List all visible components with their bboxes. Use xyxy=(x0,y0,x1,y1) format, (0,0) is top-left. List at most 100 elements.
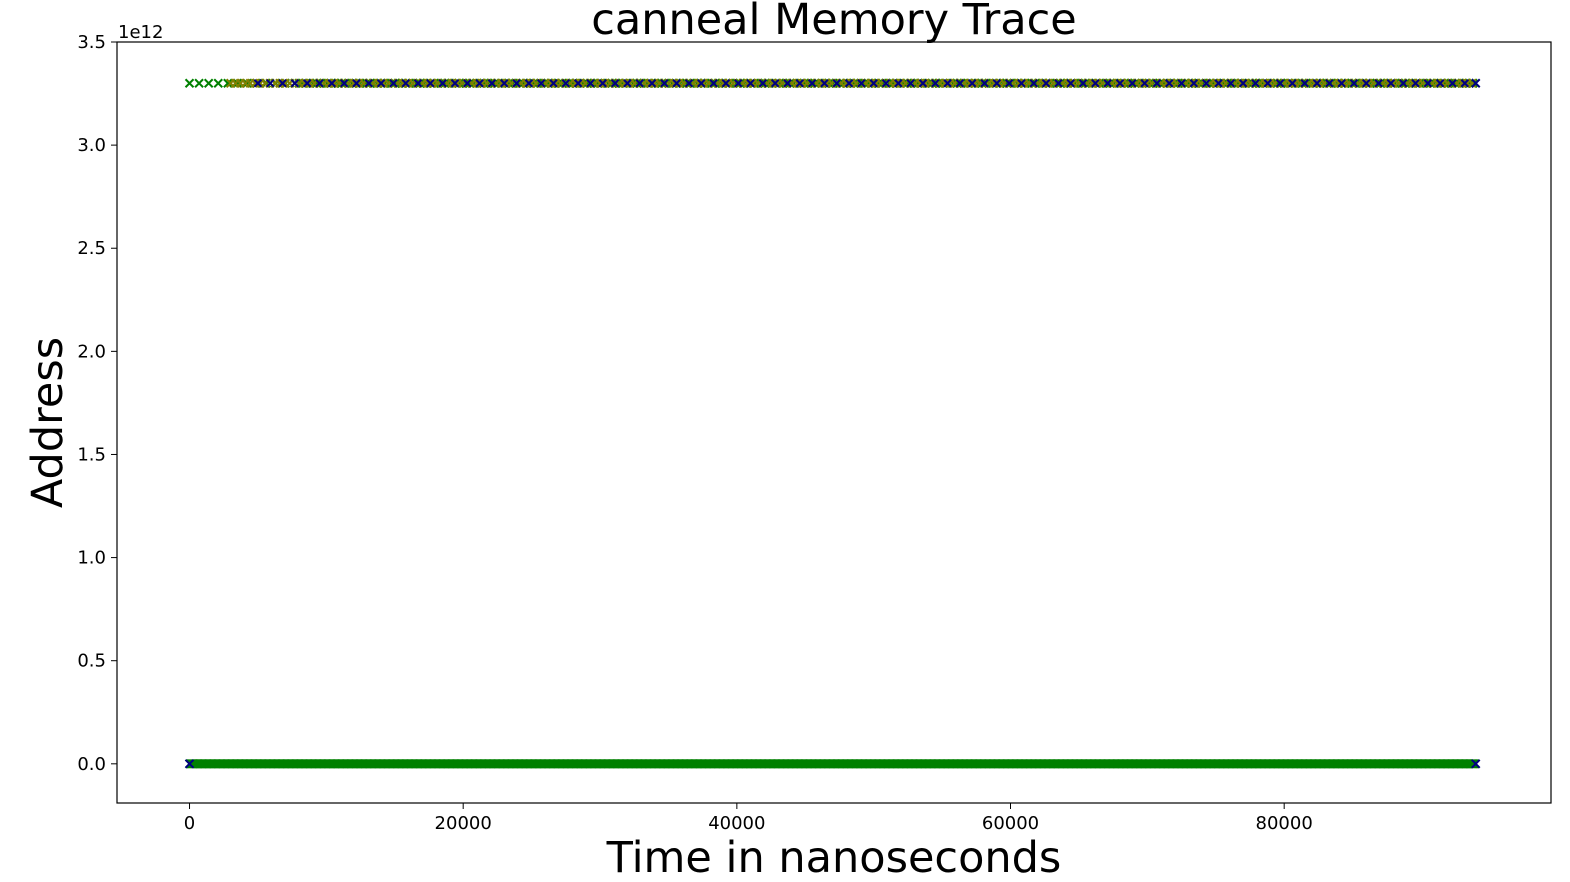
data-point xyxy=(682,78,692,88)
data-point xyxy=(1450,78,1460,88)
data-point xyxy=(1399,79,1408,88)
data-point xyxy=(1091,79,1100,88)
data-point xyxy=(302,79,312,88)
data-point xyxy=(489,78,500,88)
data-point xyxy=(697,79,706,88)
data-point xyxy=(918,79,928,88)
data-point xyxy=(1105,78,1115,88)
x-tick-label: 40000 xyxy=(708,813,765,834)
data-point xyxy=(536,79,546,88)
y-tick-label: 1.0 xyxy=(77,548,106,569)
data-point xyxy=(967,79,977,88)
data-point xyxy=(1140,79,1149,88)
data-point xyxy=(1386,79,1396,88)
data-point xyxy=(832,79,841,88)
data-point xyxy=(463,79,472,88)
data-point xyxy=(1055,78,1066,88)
data-point xyxy=(906,79,915,88)
data-point xyxy=(352,79,361,88)
data-point xyxy=(361,78,372,88)
data-point xyxy=(1471,759,1481,769)
data-point xyxy=(315,79,324,88)
y-tick-label: 3.0 xyxy=(77,135,106,156)
data-point xyxy=(902,78,913,88)
data-point xyxy=(746,79,755,88)
data-point xyxy=(312,78,322,88)
data-point xyxy=(710,78,720,88)
data-point xyxy=(735,78,745,88)
data-point xyxy=(977,78,987,88)
data-point xyxy=(1375,78,1386,88)
chart-title: canneal Memory Trace xyxy=(591,0,1077,45)
data-point xyxy=(734,79,743,88)
data-point xyxy=(1128,79,1137,88)
data-point xyxy=(415,78,425,88)
data-point xyxy=(1300,79,1309,88)
data-point xyxy=(844,79,854,88)
data-point xyxy=(1214,79,1223,88)
data-point xyxy=(184,78,195,88)
data-point xyxy=(561,79,571,88)
data-point xyxy=(795,79,804,88)
data-point xyxy=(390,78,400,88)
data-point xyxy=(931,79,940,88)
data-point xyxy=(943,79,952,88)
data-point xyxy=(1288,79,1297,88)
data-point xyxy=(1177,79,1186,88)
data-point xyxy=(770,79,780,88)
data-point xyxy=(1448,79,1457,88)
data-point xyxy=(1247,78,1258,88)
data-point xyxy=(1325,79,1334,88)
data-point xyxy=(980,79,989,88)
data-point xyxy=(549,79,558,88)
data-point xyxy=(623,79,632,88)
x-tick-label: 20000 xyxy=(435,813,492,834)
data-point xyxy=(1165,79,1174,88)
data-point xyxy=(927,78,937,88)
data-point xyxy=(1362,79,1371,88)
data-point xyxy=(413,79,423,88)
data-point xyxy=(598,79,607,88)
y-axis-title: Address xyxy=(23,337,73,508)
data-point xyxy=(1226,79,1236,88)
data-point xyxy=(672,79,681,88)
data-point xyxy=(607,78,617,88)
data-point xyxy=(1041,79,1051,88)
data-point xyxy=(1029,79,1038,88)
data-point xyxy=(1400,78,1411,88)
x-tick-label: 60000 xyxy=(982,813,1039,834)
data-point xyxy=(647,79,657,88)
data-point xyxy=(657,78,667,88)
data-point xyxy=(1297,78,1307,88)
data-point xyxy=(1201,79,1211,88)
data-point xyxy=(758,79,768,88)
data-point xyxy=(1322,78,1332,88)
data-point xyxy=(438,79,447,88)
data-point xyxy=(364,79,373,88)
data-point xyxy=(1275,79,1285,88)
data-point xyxy=(955,79,965,88)
data-point xyxy=(721,79,731,88)
data-point xyxy=(1130,78,1140,88)
data-point xyxy=(1435,79,1445,88)
x-tick-label: 0 xyxy=(184,813,195,834)
data-point xyxy=(1272,78,1283,88)
data-point xyxy=(785,78,795,88)
data-point xyxy=(203,78,214,88)
data-point xyxy=(1471,78,1481,88)
y-tick-label: 2.0 xyxy=(77,341,106,362)
data-point xyxy=(475,79,484,88)
data-point xyxy=(807,79,817,88)
data-point xyxy=(1337,79,1346,88)
data-point xyxy=(450,79,460,88)
data-point xyxy=(500,79,509,88)
data-point xyxy=(465,78,475,88)
data-point xyxy=(632,78,642,88)
y-axis: 0.0 0.5 1.0 1.5 2.0 2.5 3.0 3.5 xyxy=(77,32,117,775)
data-point xyxy=(1054,79,1063,88)
data-point xyxy=(1423,79,1433,88)
data-point xyxy=(582,78,592,88)
data-point xyxy=(992,79,1002,88)
data-point xyxy=(1263,79,1272,88)
